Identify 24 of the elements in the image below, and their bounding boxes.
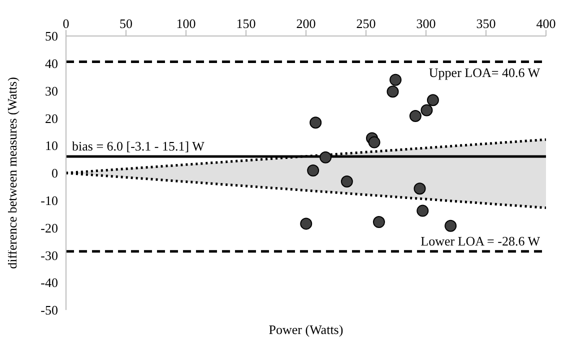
y-tick-label: 40 bbox=[45, 56, 58, 72]
x-tick-label: 400 bbox=[536, 16, 556, 31]
ref-line-label: bias = 6.0 [-3.1 - 15.1] W bbox=[72, 138, 206, 154]
x-tick-label: 50 bbox=[120, 16, 132, 31]
ref-line-label: Lower LOA = -28.6 W bbox=[420, 233, 541, 248]
x-tick-label: 250 bbox=[356, 16, 376, 31]
x-tick-label: 0 bbox=[62, 16, 70, 31]
ref-line-label: Upper LOA= 40.6 W bbox=[428, 64, 541, 80]
x-tick-label: 350 bbox=[476, 16, 496, 31]
y-tick-label: -20 bbox=[40, 220, 58, 236]
y-tick-label: 20 bbox=[45, 110, 58, 126]
y-tick-label: 0 bbox=[52, 166, 58, 181]
y-tick-label: -50 bbox=[40, 302, 58, 318]
y-tick-label: -10 bbox=[40, 193, 58, 208]
x-tick-label: 150 bbox=[236, 16, 256, 31]
x-tick-label: 100 bbox=[176, 16, 196, 31]
y-tick-label: 10 bbox=[45, 138, 58, 154]
x-tick-label: 300 bbox=[416, 16, 436, 31]
y-tick-label: 30 bbox=[45, 83, 58, 98]
x-axis-title: Power (Watts) bbox=[268, 322, 344, 337]
y-tick-label: -30 bbox=[40, 248, 58, 263]
y-tick-label: 50 bbox=[45, 28, 58, 44]
y-tick-label: -40 bbox=[40, 275, 58, 290]
x-tick-label: 200 bbox=[296, 16, 316, 31]
